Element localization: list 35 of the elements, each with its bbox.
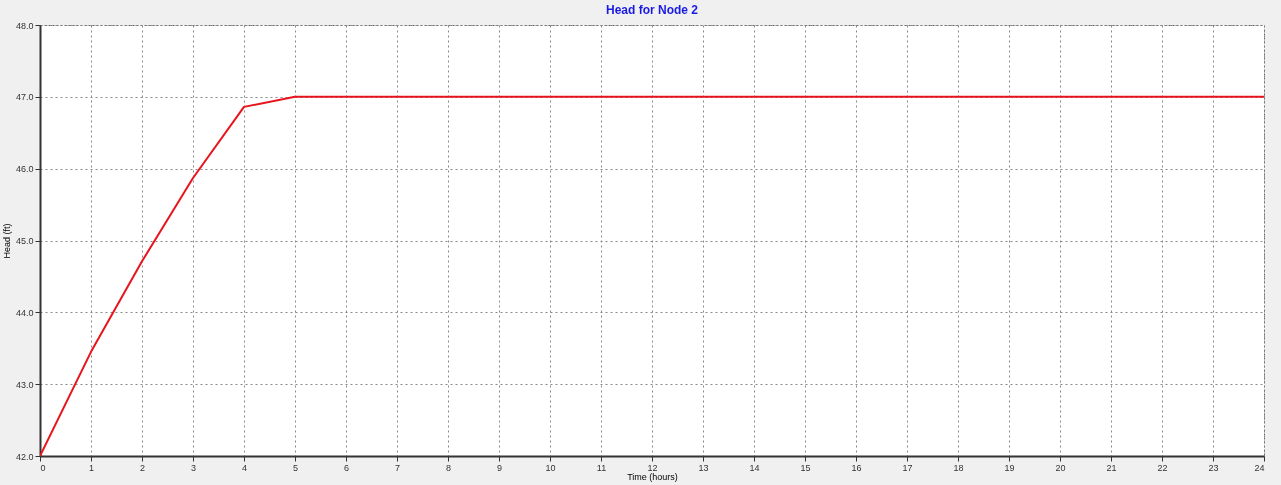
x-tick-label: 14 <box>749 462 760 473</box>
x-tick-label: 0 <box>40 462 46 473</box>
x-tick-label: 24 <box>1254 462 1265 473</box>
x-tick-label: 20 <box>1055 462 1066 473</box>
x-tick-label: 16 <box>851 462 862 473</box>
x-tick-label: 18 <box>953 462 964 473</box>
x-tick-label: 11 <box>596 462 607 473</box>
y-tick-label: 47.0 <box>15 92 34 103</box>
x-tick-label: 23 <box>1208 462 1219 473</box>
x-tick-label: 21 <box>1106 462 1117 473</box>
y-tick-label: 48.0 <box>15 20 34 31</box>
y-axis-title: Head (ft) <box>1 223 12 259</box>
x-tick-label: 10 <box>545 462 556 473</box>
y-tick-label: 46.0 <box>15 164 34 175</box>
x-tick-label: 7 <box>394 462 401 473</box>
x-tick-label: 6 <box>343 462 350 473</box>
x-tick-label: 19 <box>1004 462 1015 473</box>
x-tick-label: 2 <box>139 462 146 473</box>
x-tick-label: 1 <box>88 462 95 473</box>
chart-title: Head for Node 2 <box>605 3 699 17</box>
y-tick-label: 43.0 <box>15 379 34 390</box>
x-tick-label: 9 <box>496 462 503 473</box>
y-tick-label: 45.0 <box>15 236 34 246</box>
x-tick-label: 12 <box>647 462 658 473</box>
x-axis-title: Time (hours) <box>627 471 678 482</box>
x-tick-label: 22 <box>1157 462 1168 473</box>
x-tick-label: 15 <box>800 462 811 473</box>
x-tick-label: 17 <box>902 462 913 473</box>
x-tick-label: 13 <box>698 462 709 473</box>
x-tick-label: 8 <box>445 462 452 473</box>
x-tick-label: 5 <box>292 462 299 473</box>
y-tick-label: 44.0 <box>15 307 34 318</box>
x-tick-label: 4 <box>241 462 248 473</box>
x-tick-label: 3 <box>190 462 197 473</box>
y-tick-label: 42.0 <box>15 451 34 462</box>
